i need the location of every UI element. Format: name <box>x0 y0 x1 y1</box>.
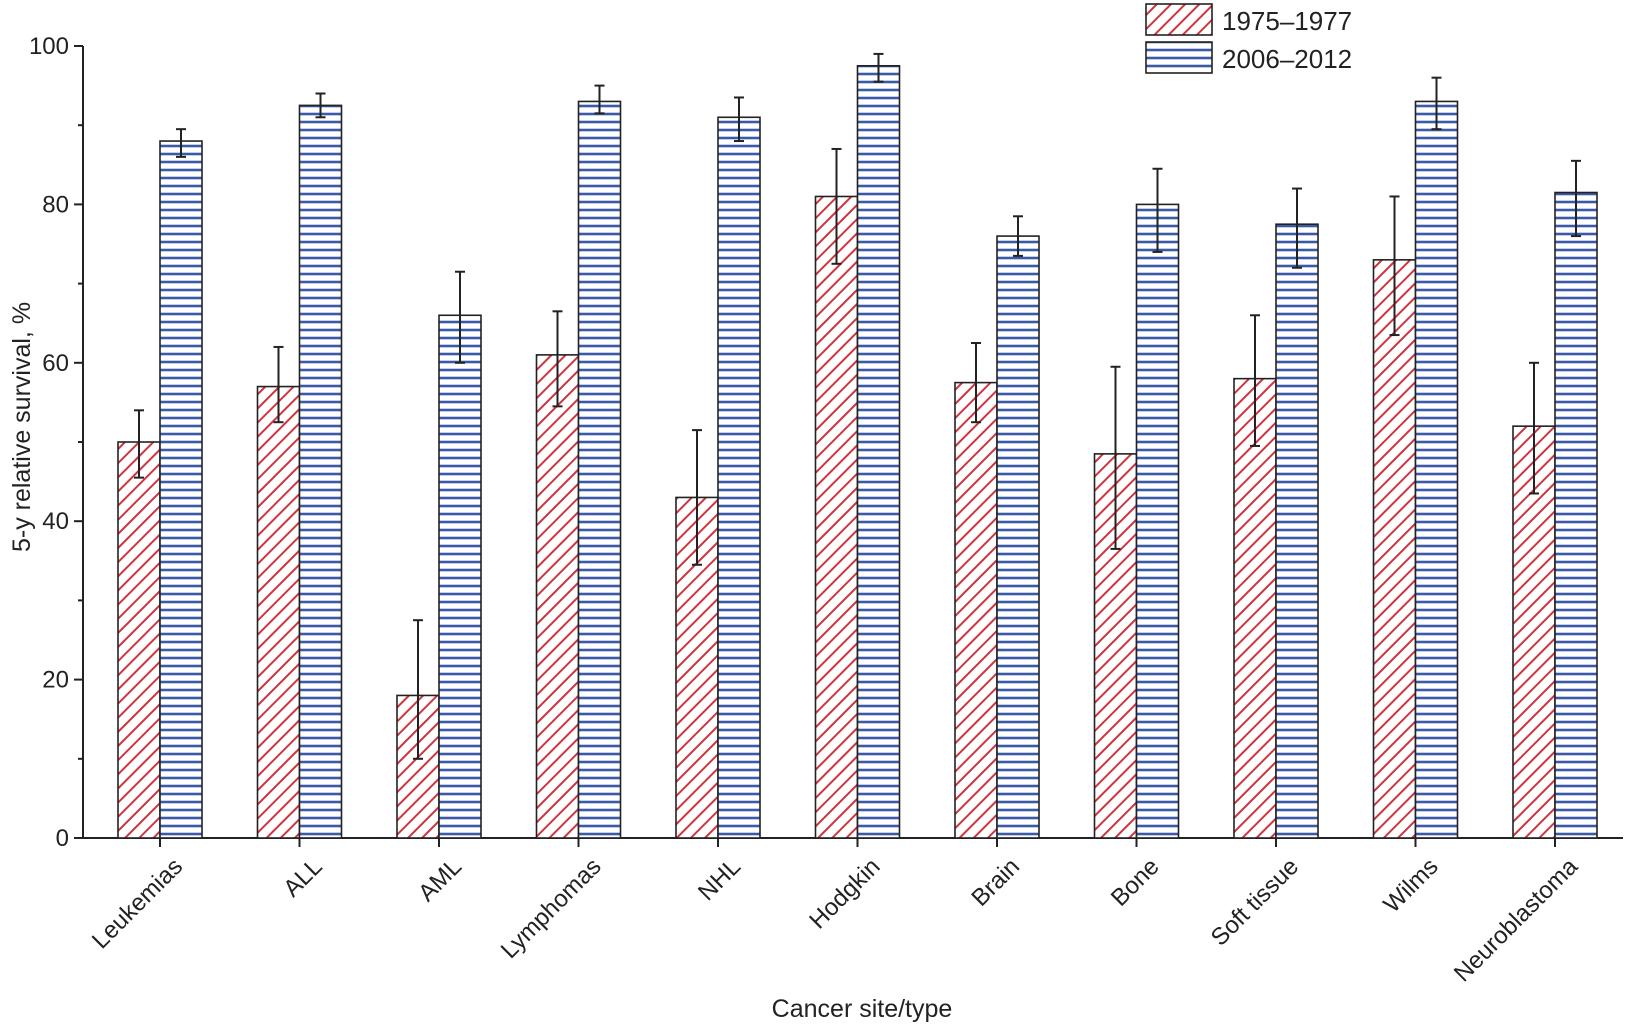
bar-series2 <box>717 116 761 839</box>
legend-label: 2006–2012 <box>1222 44 1352 74</box>
bar-series2 <box>159 140 203 839</box>
x-axis-title: Cancer site/type <box>772 995 953 1023</box>
x-tick-label: Brain <box>966 853 1025 912</box>
bar-series2 <box>996 235 1040 839</box>
x-tick-label: NHL <box>693 853 746 906</box>
bars-layer <box>117 65 1598 839</box>
y-tick-label: 100 <box>29 33 69 60</box>
legend-swatch <box>1145 3 1213 36</box>
x-tick-label: Leukemias <box>87 853 188 954</box>
legend-swatch <box>1145 41 1213 74</box>
y-tick-label: 60 <box>42 350 69 377</box>
y-tick-label: 40 <box>42 508 69 535</box>
x-tick-label: Hodgkin <box>804 853 885 934</box>
bar-series1 <box>1512 425 1556 839</box>
x-tick-label: Soft tissue <box>1206 853 1304 951</box>
y-tick-label: 80 <box>42 191 69 218</box>
bar-series2 <box>298 104 343 839</box>
x-tick-label: Lymphomas <box>496 853 607 964</box>
y-tick-label: 20 <box>42 667 69 694</box>
bar-series1 <box>117 441 161 839</box>
bar-series2 <box>1135 203 1180 839</box>
y-tick-label: 0 <box>56 825 69 852</box>
x-tick-label: Neuroblastoma <box>1449 853 1584 988</box>
x-tick-label: Wilms <box>1378 853 1443 918</box>
bar-series2 <box>856 65 901 839</box>
bar-series2 <box>577 100 622 839</box>
legend: 1975–1977 2006–2012 <box>1145 3 1352 74</box>
x-axis: Leukemias ALL AML Lymphomas NHL Hodgkin Brain B… <box>87 838 1584 987</box>
bar-series2 <box>1414 100 1459 839</box>
bar-series1 <box>1372 259 1417 839</box>
y-axis: 0 20 40 60 80 100 <box>29 33 83 852</box>
bar-series1 <box>535 354 580 839</box>
x-tick-label: Bone <box>1106 853 1165 912</box>
bar-series2 <box>438 314 482 839</box>
y-axis-title: 5-y relative survival, % <box>8 302 36 552</box>
bar-series1 <box>814 195 859 839</box>
legend-label: 1975–1977 <box>1222 6 1352 36</box>
x-tick-label: ALL <box>278 853 327 902</box>
bar-series2 <box>1554 191 1598 839</box>
x-tick-label: AML <box>413 853 467 907</box>
bar-series2 <box>1275 223 1319 839</box>
error-bars-layer <box>134 52 1581 760</box>
bar-series1 <box>954 381 998 839</box>
bar-series1 <box>1233 377 1277 839</box>
bar-series1 <box>256 385 301 839</box>
